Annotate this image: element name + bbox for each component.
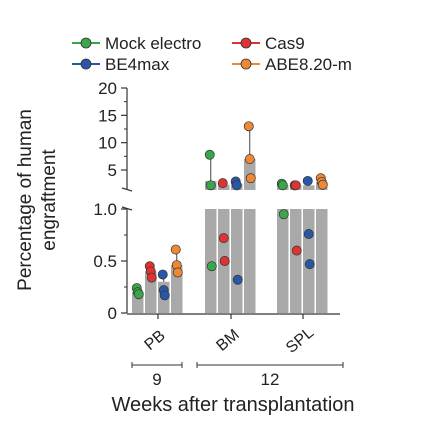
data-point xyxy=(217,178,228,189)
legend-marker xyxy=(240,58,252,70)
y-tick-label: 10 xyxy=(98,134,117,153)
legend-entry: Cas9 xyxy=(265,34,305,53)
data-point xyxy=(146,272,157,283)
bar xyxy=(290,209,302,313)
data-point xyxy=(172,267,183,278)
data-point xyxy=(232,274,243,285)
y-tick-label: 20 xyxy=(98,79,117,98)
data-point xyxy=(205,180,216,191)
y-tick-label: 5 xyxy=(108,161,117,180)
x-axis: PB BM SPL 9 12 xyxy=(127,313,344,389)
data-point xyxy=(244,154,255,165)
y-tick-label: 0 xyxy=(108,304,117,323)
legend-marker xyxy=(240,37,252,49)
week-label: 9 xyxy=(152,370,161,389)
data-point xyxy=(133,289,144,300)
data-point xyxy=(243,121,254,132)
y-tick-label: 0.5 xyxy=(93,252,117,271)
bar xyxy=(277,209,289,313)
bar xyxy=(316,209,328,313)
bar xyxy=(231,209,243,313)
bars xyxy=(132,125,328,313)
y-axis: 5 10 15 20 0 0.5 1.0 xyxy=(93,79,133,323)
data-point xyxy=(317,179,328,190)
y-tick-label: 15 xyxy=(98,106,117,125)
y-axis-label-line-2: engraftment xyxy=(39,149,60,251)
bar xyxy=(303,185,315,190)
axis-break-mark xyxy=(121,187,133,192)
x-tick-label: SPL xyxy=(283,324,317,357)
data-point xyxy=(290,180,301,191)
legend: Mock electro Cas9 BE4max ABE8.20-m xyxy=(72,34,352,74)
data-point xyxy=(219,256,230,266)
legend-entry: BE4max xyxy=(105,55,170,74)
data-point xyxy=(291,245,302,256)
legend-entry: Mock electro xyxy=(105,34,201,53)
data-point xyxy=(159,290,170,301)
data-point xyxy=(277,180,288,191)
data-point xyxy=(278,209,289,220)
x-axis-label: Weeks after transplantation xyxy=(111,394,354,416)
data-point xyxy=(218,233,229,244)
legend-marker xyxy=(80,58,92,70)
data-point xyxy=(157,269,168,280)
bar xyxy=(132,292,144,313)
data-point xyxy=(206,261,217,272)
week-label: 12 xyxy=(261,370,280,389)
legend-entry: ABE8.20-m xyxy=(265,55,352,74)
data-point xyxy=(303,229,314,239)
x-tick-label: PB xyxy=(141,327,168,354)
y-axis-label-line-1: Percentage of human xyxy=(15,109,36,291)
bar xyxy=(244,209,256,313)
data-points xyxy=(131,121,328,301)
bar xyxy=(205,209,217,313)
data-point xyxy=(170,244,181,255)
bar xyxy=(171,265,183,313)
legend-marker xyxy=(80,37,92,49)
data-point xyxy=(302,175,313,186)
data-point xyxy=(204,149,215,160)
bar xyxy=(145,271,157,313)
data-point xyxy=(245,173,256,184)
y-tick-label: 1.0 xyxy=(93,200,117,219)
data-point xyxy=(231,180,242,191)
data-point xyxy=(304,259,315,270)
x-tick-label: BM xyxy=(213,326,242,354)
